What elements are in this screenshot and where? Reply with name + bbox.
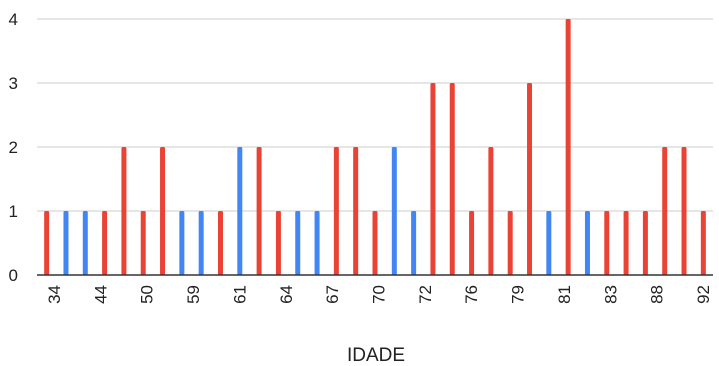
y-tick-label: 0: [9, 266, 18, 285]
bar: [507, 211, 513, 275]
bar: [391, 147, 397, 275]
x-tick-label: 81: [555, 285, 574, 304]
x-axis-ticks: 34 44 50 59 61 64 67 70 72 76 79 81 83 88 92: [45, 285, 713, 304]
y-tick-label: 1: [9, 202, 18, 221]
bar: [102, 211, 108, 275]
y-axis-ticks: 0 1 2 3 4: [9, 10, 18, 285]
x-tick-label: 79: [509, 285, 528, 304]
bar: [256, 147, 262, 275]
bar: [314, 211, 320, 275]
x-tick-label: 61: [230, 285, 249, 304]
x-tick-label: 59: [184, 285, 203, 304]
x-tick-label: 67: [323, 285, 342, 304]
x-tick-label: 72: [416, 285, 435, 304]
x-axis-title: IDADE: [347, 345, 405, 366]
x-tick-label: 70: [370, 285, 389, 304]
bar: [565, 19, 571, 275]
bar: [642, 211, 648, 275]
bar: [681, 147, 687, 275]
bar: [430, 83, 436, 275]
bar: [488, 147, 494, 275]
x-tick-label: 34: [45, 285, 64, 304]
x-tick-label: 76: [462, 285, 481, 304]
bar: [82, 211, 88, 275]
y-tick-label: 3: [9, 74, 18, 93]
bar: [623, 211, 629, 275]
x-tick-label: 44: [91, 285, 110, 304]
bar: [295, 211, 301, 275]
bar: [662, 147, 668, 275]
bar: [546, 211, 552, 275]
bar: [160, 147, 166, 275]
bars: [44, 19, 706, 275]
y-tick-label: 2: [9, 138, 18, 157]
bar: [584, 211, 590, 275]
bar: [372, 211, 378, 275]
bar: [237, 147, 243, 275]
bar: [469, 211, 475, 275]
x-tick-label: 92: [694, 285, 713, 304]
bar: [527, 83, 533, 275]
y-tick-label: 4: [9, 10, 18, 29]
bar: [604, 211, 610, 275]
x-tick-label: 88: [648, 285, 667, 304]
bar: [333, 147, 339, 275]
gridlines: [37, 18, 713, 212]
bar: [121, 147, 127, 275]
x-tick-label: 64: [277, 285, 296, 304]
bar: [275, 211, 281, 275]
bar: [449, 83, 455, 275]
bar: [198, 211, 204, 275]
bar: [63, 211, 69, 275]
bar: [700, 211, 706, 275]
bar: [217, 211, 223, 275]
bar: [353, 147, 359, 275]
x-tick-label: 83: [601, 285, 620, 304]
bar: [411, 211, 417, 275]
bar: [140, 211, 146, 275]
x-tick-label: 50: [138, 285, 157, 304]
bar: [179, 211, 185, 275]
bar: [44, 211, 50, 275]
